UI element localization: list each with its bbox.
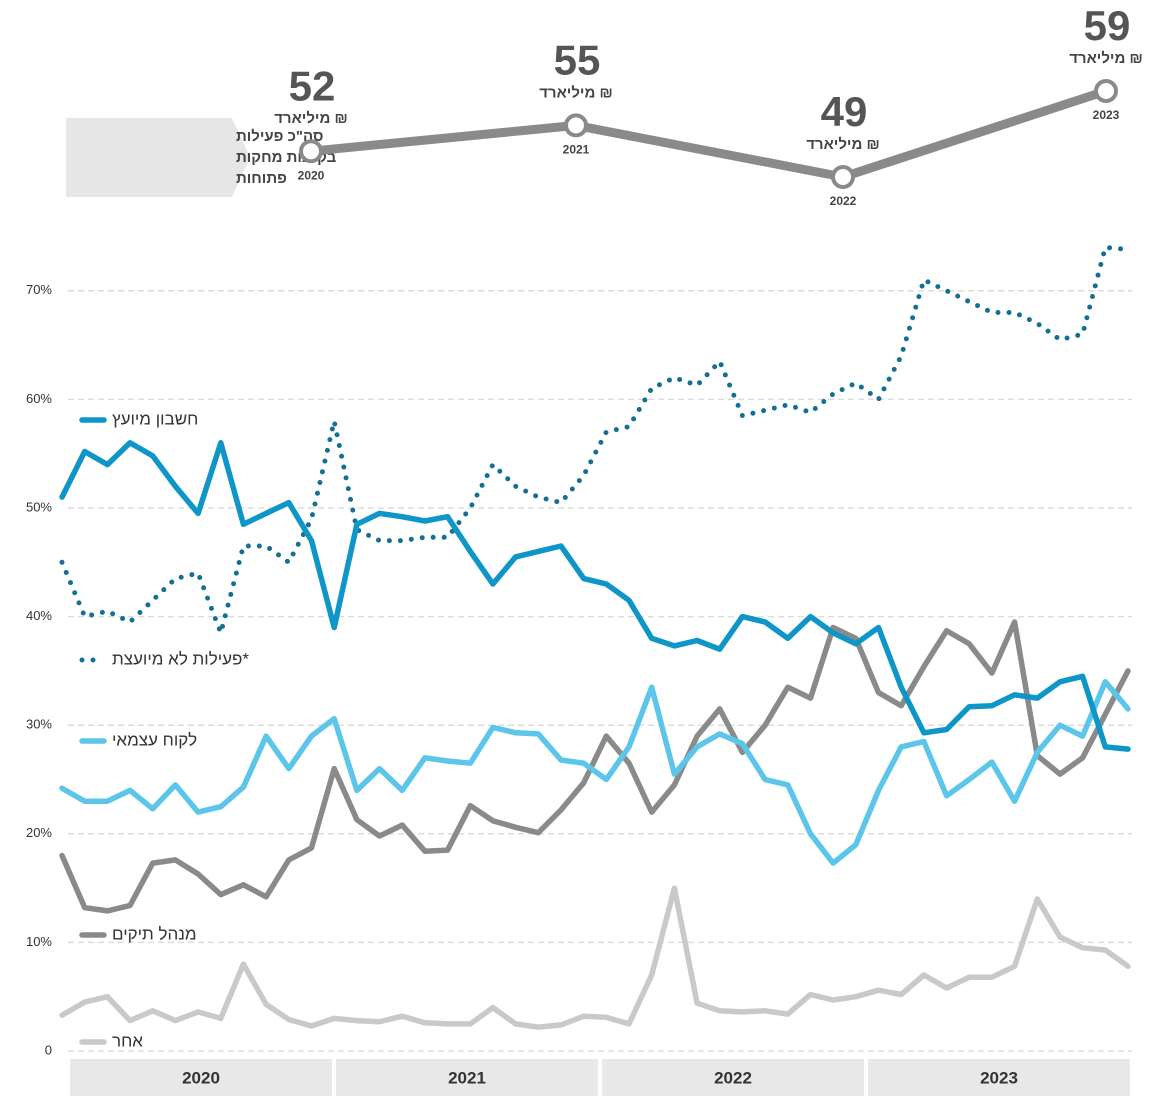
summary-point (299, 139, 323, 164)
y-tick-label: 60% (26, 391, 52, 406)
series-line (59, 679, 1131, 866)
summary-label-box (66, 118, 250, 197)
year-label: 2021 (448, 1068, 486, 1087)
y-tick-label: 30% (26, 717, 52, 732)
legend-label: מנהל תיקים (112, 924, 197, 943)
legend-label: לקוח עצמאי (112, 730, 197, 749)
summary-unit: מיליארד ₪ (274, 110, 348, 127)
series-line (59, 244, 1131, 636)
legend-label: אחר (112, 1031, 143, 1050)
summary-year: 2020 (298, 168, 325, 182)
series-line (59, 885, 1131, 1030)
summary-unit: מיליארד ₪ (1069, 50, 1143, 67)
legend-label: פעילות לא מיועצת* (112, 649, 249, 668)
year-band (602, 1059, 864, 1096)
y-tick-label: 70% (26, 282, 52, 297)
legend-label: חשבון מיועץ (112, 409, 198, 428)
summary-label: פתוחות (236, 170, 287, 187)
series-line (59, 440, 1131, 752)
summary-unit: מיליארד ₪ (806, 136, 880, 153)
summary-line (310, 86, 1108, 182)
summary-label: סה"כ פעילות (236, 128, 324, 145)
summary-value: 55 (554, 36, 601, 83)
year-band (70, 1059, 332, 1096)
year-band (868, 1059, 1130, 1096)
y-tick-label: 10% (26, 934, 52, 949)
summary-value: 59 (1084, 2, 1131, 49)
y-tick-label: 50% (26, 499, 52, 514)
y-tick-label: 0 (45, 1042, 52, 1057)
summary-value: 52 (289, 62, 336, 109)
year-label: 2020 (182, 1068, 220, 1087)
summary-value: 49 (821, 88, 868, 135)
summary-point (831, 165, 855, 189)
year-band (336, 1059, 598, 1096)
year-label: 2023 (980, 1068, 1018, 1087)
summary-unit: מיליארד ₪ (539, 84, 613, 101)
summary-point (1094, 79, 1118, 103)
summary-year: 2022 (830, 194, 857, 208)
y-tick-label: 40% (26, 608, 52, 623)
series-line (59, 619, 1131, 914)
year-label: 2022 (714, 1068, 752, 1087)
summary-year: 2021 (563, 143, 590, 157)
summary-point (564, 113, 588, 138)
summary-year: 2023 (1093, 108, 1120, 122)
y-tick-label: 20% (26, 825, 52, 840)
